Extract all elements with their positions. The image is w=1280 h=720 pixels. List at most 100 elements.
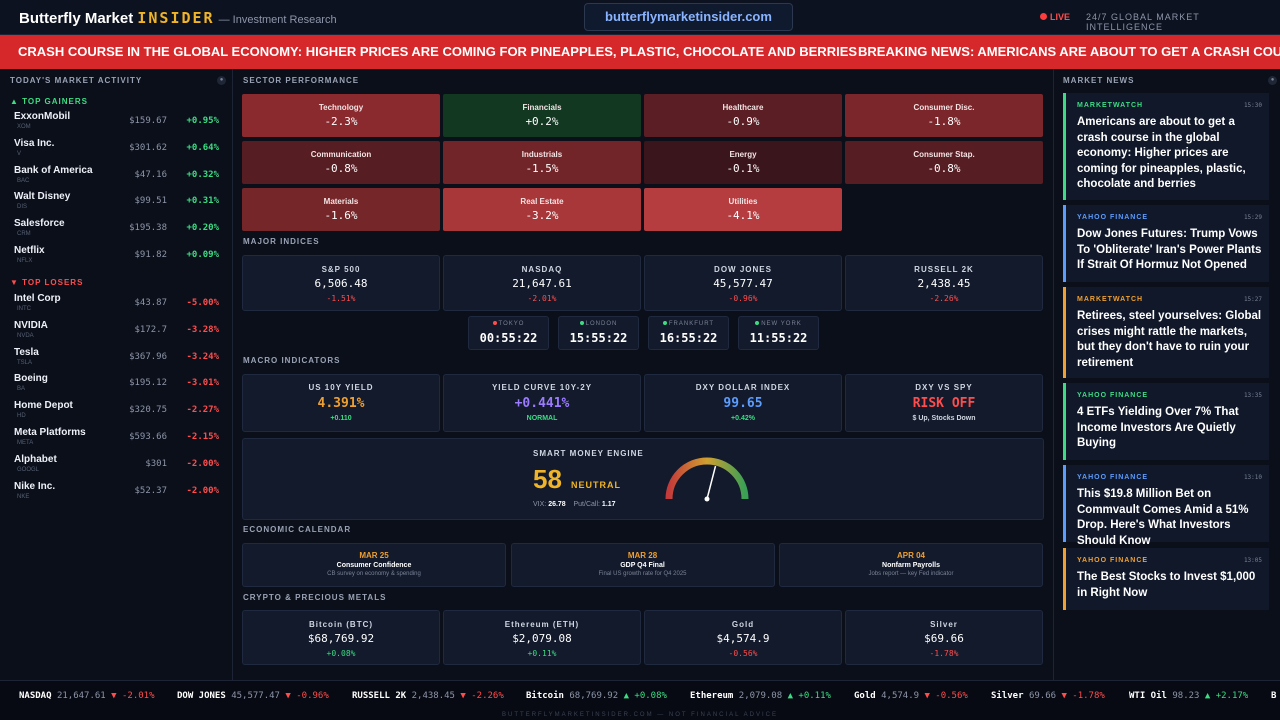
stock-row[interactable]: ExxonMobil XOM $159.67 +0.95%: [14, 111, 219, 137]
calendar-event[interactable]: MAR 28 GDP Q4 Final Final US growth rate f…: [510, 543, 775, 587]
sector-tile[interactable]: Financials +0.2%: [443, 94, 641, 137]
asset-card[interactable]: Bitcoin (BTC) $68,769.92 +0.08%: [242, 610, 440, 665]
news-source: YAHOO FINANCE: [1077, 214, 1149, 221]
news-headline[interactable]: Dow Jones Futures: Trump Vows To 'Oblite…: [1077, 228, 1262, 271]
macro-label: US 10Y YIELD: [308, 383, 374, 392]
stock-change: +0.31%: [186, 196, 219, 207]
ticker-quote[interactable]: WTI Oil 98.23 ▲ +2.17%: [1129, 691, 1248, 701]
macro-label: YIELD CURVE 10Y-2Y: [491, 383, 593, 392]
asset-card[interactable]: Gold $4,574.9 -0.56%: [644, 610, 842, 665]
stock-row[interactable]: Boeing BA $195.12 -3.01%: [14, 373, 219, 399]
calendar-event[interactable]: MAR 25 Consumer Confidence CB survey on ec…: [242, 543, 506, 587]
sector-tile[interactable]: Real Estate -3.2%: [443, 188, 641, 231]
calendar-event[interactable]: APR 04 Nonfarm Payrolls Jobs report — key …: [779, 543, 1043, 587]
news-menu-icon[interactable]: ●: [1268, 76, 1277, 85]
news-item[interactable]: MARKETWATCH 15:30 Americans are about to g…: [1063, 93, 1269, 200]
event-name: Nonfarm Payrolls: [882, 562, 940, 569]
news-item[interactable]: YAHOO FINANCE 13:10 This $19.8 Million Bet…: [1063, 465, 1269, 547]
stock-row[interactable]: Salesforce CRM $195.38 +0.20%: [14, 218, 219, 244]
sector-value: -0.9%: [726, 115, 760, 128]
stock-change: -2.00%: [186, 485, 219, 496]
asset-card[interactable]: Ethereum (ETH) $2,079.08 +0.11%: [443, 610, 641, 665]
stock-row[interactable]: Nike Inc. NKE $52.37 -2.00%: [14, 481, 219, 507]
stock-price: $320.75: [129, 405, 167, 416]
news-headline[interactable]: The Best Stocks to Invest $1,000 in Righ…: [1077, 571, 1256, 599]
ticker-quote[interactable]: Bitcoin 68,769.92 ▲ +0.08%: [526, 691, 667, 701]
index-card[interactable]: S&P 500 6,506.48 -1.51%: [242, 255, 440, 311]
sector-tile[interactable]: Consumer Disc. -1.8%: [845, 94, 1043, 137]
news-headline[interactable]: Retirees, steel yourselves: Global crise…: [1077, 310, 1262, 369]
sector-value: -1.6%: [324, 209, 358, 222]
quote-change: ▲ +2.17%: [1204, 691, 1249, 701]
sector-tile[interactable]: Energy -0.1%: [644, 141, 842, 184]
bottom-ticker: NASDAQ 21,647.61 ▼ -2.01% DOW JONES 45,57…: [0, 680, 1280, 720]
sector-tile[interactable]: Healthcare -0.9%: [644, 94, 842, 137]
asset-change: +0.08%: [326, 649, 356, 658]
sector-tile[interactable]: Technology -2.3%: [242, 94, 440, 137]
stock-name: Home Depot: [14, 400, 73, 412]
event-desc: Final US growth rate for Q4 2025: [598, 571, 687, 577]
stock-row[interactable]: Intel Corp INTC $43.87 -5.00%: [14, 293, 219, 319]
ticker-quote[interactable]: Gold 4,574.9 ▼ -0.56%: [854, 691, 968, 701]
gauge-needle: [706, 465, 717, 500]
index-card[interactable]: RUSSELL 2K 2,438.45 -2.26%: [845, 255, 1043, 311]
stock-row[interactable]: Home Depot HD $320.75 -2.27%: [14, 400, 219, 426]
panel-menu-icon[interactable]: ●: [217, 76, 226, 85]
sector-name: Technology: [318, 103, 364, 112]
sector-tile[interactable]: Industrials -1.5%: [443, 141, 641, 184]
stock-row[interactable]: Meta Platforms META $593.66 -2.15%: [14, 427, 219, 453]
stock-row[interactable]: Tesla TSLA $367.96 -3.24%: [14, 347, 219, 373]
stock-price: $301.62: [129, 142, 167, 153]
brand-logo[interactable]: Butterfly Market INSIDER — Investment Res…: [19, 9, 337, 27]
breaking-news-ticker[interactable]: CRASH COURSE IN THE GLOBAL ECONOMY: HIGH…: [0, 35, 1280, 69]
stock-row[interactable]: Bank of America BAC $47.16 +0.32%: [14, 165, 219, 191]
ticker-quote[interactable]: RUSSELL 2K 2,438.45 ▼ -2.26%: [352, 691, 504, 701]
stock-row[interactable]: Visa Inc. V $301.62 +0.64%: [14, 138, 219, 164]
sector-tile[interactable]: Communication -0.8%: [242, 141, 440, 184]
stock-row[interactable]: Alphabet GOOGL $301 -2.00%: [14, 454, 219, 480]
asset-card[interactable]: Silver $69.66 -1.78%: [845, 610, 1043, 665]
ticker-quote[interactable]: Silver 69.66 ▼ -1.78%: [991, 691, 1105, 701]
brand-insider: INSIDER: [137, 9, 215, 27]
sector-value: -2.3%: [324, 115, 358, 128]
ticker-item[interactable]: CRASH COURSE IN THE GLOBAL ECONOMY: HIGH…: [18, 44, 858, 59]
sector-value: -0.8%: [927, 162, 961, 175]
news-headline[interactable]: Americans are about to get a crash cours…: [1077, 116, 1246, 190]
sector-tile[interactable]: Materials -1.6%: [242, 188, 440, 231]
index-change: -2.01%: [527, 294, 557, 303]
market-clock: FRANKFURT 16:55:22: [648, 316, 729, 350]
quote-price: 4,574.9: [881, 691, 920, 701]
news-item[interactable]: MARKETWATCH 15:27 Retirees, steel yourselv…: [1063, 287, 1269, 378]
news-item[interactable]: YAHOO FINANCE 13:35 4 ETFs Yielding Over 7…: [1063, 383, 1269, 460]
stock-row[interactable]: NVIDIA NVDA $172.7 -3.28%: [14, 320, 219, 346]
macro-card[interactable]: DXY VS SPY RISK OFF $ Up, Stocks Down: [845, 374, 1043, 432]
stock-row[interactable]: Netflix NFLX $91.82 +0.09%: [14, 245, 219, 271]
site-url[interactable]: butterflymarketinsider.com: [584, 3, 793, 31]
stock-name: NVIDIA: [14, 319, 48, 331]
index-card[interactable]: DOW JONES 45,577.47 -0.96%: [644, 255, 842, 311]
stock-name: Netflix: [14, 245, 45, 256]
ticker-quote[interactable]: DOW JONES 45,577.47 ▼ -0.96%: [177, 691, 329, 701]
sector-tile[interactable]: Utilities -4.1%: [644, 188, 842, 231]
news-headline[interactable]: 4 ETFs Yielding Over 7% That Income Inve…: [1077, 406, 1239, 449]
index-card[interactable]: NASDAQ 21,647.61 -2.01%: [443, 255, 641, 311]
news-title: MARKET NEWS: [1063, 76, 1135, 85]
market-news-panel: MARKET NEWS ● MARKETWATCH 15:30 Americans …: [1053, 69, 1280, 680]
ticker-quote[interactable]: Ethereum 2,079.08 ▲ +0.11%: [690, 691, 831, 701]
market-activity-panel: TODAY'S MARKET ACTIVITY ● ▲ TOP GAINERS …: [0, 69, 233, 680]
ticker-quote[interactable]: B: [1271, 691, 1276, 701]
macro-card[interactable]: US 10Y YIELD 4.391% +0.110: [242, 374, 440, 432]
stock-row[interactable]: Walt Disney DIS $99.51 +0.31%: [14, 191, 219, 217]
macro-card[interactable]: YIELD CURVE 10Y-2Y +0.441% NORMAL: [443, 374, 641, 432]
news-item[interactable]: YAHOO FINANCE 13:05 The Best Stocks to Inv…: [1063, 548, 1269, 610]
ticker-item[interactable]: BREAKING NEWS: AMERICANS ARE ABOUT TO GE…: [858, 44, 1280, 59]
ticker-quote[interactable]: NASDAQ 21,647.61 ▼ -2.01%: [19, 691, 155, 701]
macro-sub: +0.110: [330, 415, 352, 422]
news-time: 15:27: [1243, 296, 1262, 303]
news-headline[interactable]: This $19.8 Million Bet on Commvault Come…: [1077, 488, 1249, 547]
stock-price: $91.82: [134, 250, 167, 260]
sector-tile[interactable]: Consumer Stap. -0.8%: [845, 141, 1043, 184]
macro-card[interactable]: DXY DOLLAR INDEX 99.65 +0.42%: [644, 374, 842, 432]
news-item[interactable]: YAHOO FINANCE 15:29 Dow Jones Futures: Tru…: [1063, 205, 1269, 282]
sector-title: SECTOR PERFORMANCE: [243, 76, 360, 85]
